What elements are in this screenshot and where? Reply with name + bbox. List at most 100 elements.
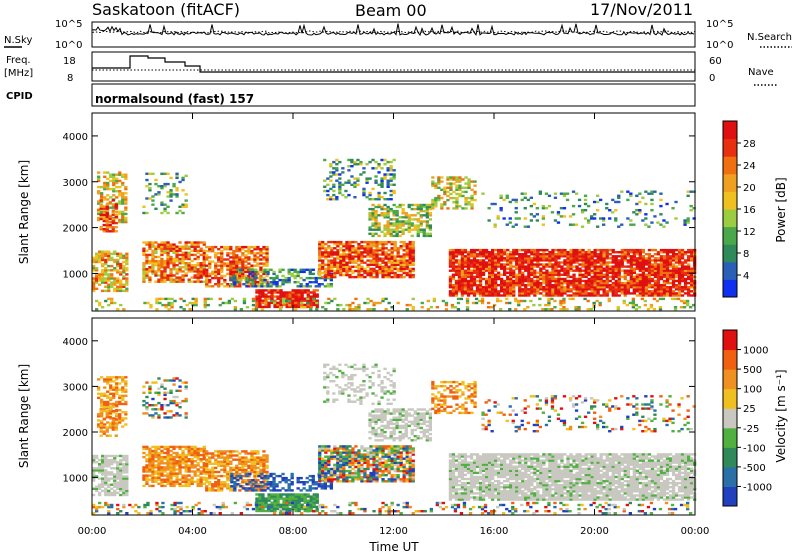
heatmap-cell (285, 303, 289, 307)
heatmap-cell (326, 189, 330, 193)
heatmap-cell (347, 169, 351, 172)
heatmap-cell (302, 270, 306, 274)
heatmap-cell (456, 308, 461, 311)
heatmap-cell (178, 482, 182, 485)
heatmap-cell (175, 268, 179, 271)
heatmap-cell (308, 272, 312, 276)
heatmap-cell (258, 289, 262, 292)
heatmap-cell (393, 249, 397, 252)
heatmap-cell (223, 245, 227, 249)
heatmap-cell (187, 247, 191, 250)
heatmap-cell (536, 290, 540, 293)
heatmap-cell (677, 288, 682, 291)
heatmap-cell (166, 451, 170, 455)
heatmap-cell (193, 280, 197, 283)
heatmap-cell (142, 468, 146, 471)
heatmap-cell (360, 259, 364, 262)
heatmap-cell (583, 194, 588, 197)
heatmap-cell (375, 301, 379, 305)
heatmap-cell (175, 455, 179, 459)
heatmap-cell (472, 267, 477, 270)
heatmap-cell (157, 268, 161, 271)
heatmap-cell (683, 279, 688, 283)
heatmap-cell (608, 265, 612, 268)
heatmap-cell (596, 267, 600, 270)
heatmap-cell (380, 196, 384, 199)
heatmap-cell (521, 294, 525, 297)
heatmap-cell (371, 216, 375, 219)
heatmap-cell (458, 180, 462, 183)
heatmap-cell (121, 220, 125, 224)
heatmap-cell (247, 250, 251, 253)
heatmap-cell (371, 228, 375, 231)
heatmap-cell (95, 308, 99, 311)
heatmap-cell (530, 267, 534, 270)
heatmap-cell (411, 245, 415, 248)
heatmap-cell (602, 248, 606, 252)
heatmap-cell (378, 267, 382, 271)
heatmap-cell (105, 205, 109, 208)
heatmap-cell (175, 187, 179, 190)
heatmap-cell (659, 263, 664, 266)
heatmap-cell (119, 489, 123, 493)
heatmap-cell (348, 261, 352, 264)
heatmap-cell (488, 263, 492, 266)
heatmap-cell (536, 275, 540, 279)
heatmap-cell (102, 430, 106, 433)
heatmap-cell (102, 213, 106, 216)
heatmap-cell (244, 245, 248, 249)
heatmap-cell (113, 454, 117, 458)
heatmap-cell (124, 173, 128, 176)
colorbar-tick-label: 12 (743, 227, 756, 238)
heatmap-cell (107, 463, 111, 466)
heatmap-cell (599, 248, 603, 252)
heatmap-cell (366, 242, 370, 246)
heatmap-cell (560, 279, 564, 283)
heatmap-cell (154, 207, 158, 210)
heatmap-cell (512, 269, 516, 272)
heatmap-cell (375, 251, 379, 254)
heatmap-cell (342, 245, 346, 248)
heatmap-cell (345, 249, 349, 252)
heatmap-cell (104, 491, 108, 495)
heatmap-cell (100, 194, 104, 197)
heatmap-cell (125, 254, 129, 257)
heatmap-cell (629, 223, 633, 226)
heatmap-cell (202, 266, 206, 269)
heatmap-cell (362, 193, 366, 197)
heatmap-cell (506, 286, 510, 289)
heatmap-cell (614, 255, 618, 258)
heatmap-cell (384, 251, 388, 254)
heatmap-cell (411, 255, 415, 258)
heatmap-cell (163, 455, 167, 459)
heatmap-cell (638, 200, 642, 204)
heatmap-cell (674, 257, 679, 260)
heatmap-cell (108, 407, 112, 411)
heatmap-cell (163, 245, 167, 248)
heatmap-cell (157, 185, 161, 188)
heatmap-cell (272, 270, 276, 274)
heatmap-cell (623, 259, 627, 262)
heatmap-cell (258, 295, 262, 298)
heatmap-cell (408, 269, 412, 273)
heatmap-cell (336, 303, 340, 307)
heatmap-cell (327, 273, 331, 277)
heatmap-cell (530, 284, 534, 287)
heatmap-cell (160, 253, 164, 257)
heatmap-cell (481, 255, 486, 258)
heatmap-cell (169, 476, 173, 479)
heatmap-cell (590, 275, 594, 279)
heatmap-cell (100, 192, 104, 195)
heatmap-cell (142, 249, 146, 252)
heatmap-cell (635, 257, 639, 260)
heatmap-cell (587, 255, 591, 258)
heatmap-cell (235, 283, 239, 286)
heatmap-cell (154, 455, 158, 459)
heatmap-cell (626, 253, 630, 256)
heatmap-cell (545, 290, 549, 293)
heatmap-cell (509, 288, 513, 291)
heatmap-cell (680, 261, 685, 264)
heatmap-cell (199, 253, 203, 257)
heatmap-cell (474, 297, 479, 301)
heatmap-cell (485, 288, 489, 291)
